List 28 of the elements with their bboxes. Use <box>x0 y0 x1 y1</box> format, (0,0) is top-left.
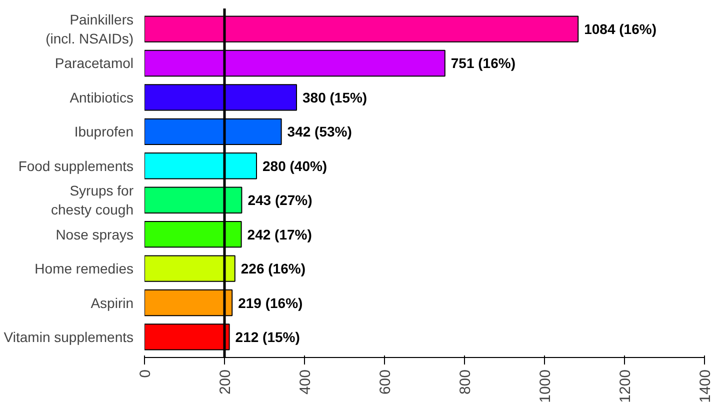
data-label: 751 (16%) <box>450 55 516 72</box>
data-label: 212 (15%) <box>235 328 300 345</box>
x-tick-label: 600 <box>377 369 394 395</box>
y-tick-label: Food supplements <box>18 158 134 174</box>
y-tick-label: Home remedies <box>34 260 134 277</box>
x-tick-label: 0 <box>137 370 154 378</box>
data-label: 242 (17%) <box>247 226 312 242</box>
data-label: 280 (40%) <box>262 158 328 174</box>
y-tick-label: Ibuprofen <box>74 124 134 140</box>
x-tick-label: 1400 <box>697 369 714 403</box>
x-tick-label: 400 <box>297 369 314 395</box>
y-tick-label: Antibiotics <box>70 89 134 106</box>
data-label: 243 (27%) <box>248 192 312 208</box>
data-label: 1084 (16%) <box>584 21 656 38</box>
y-tick-label: Nose sprays <box>56 226 134 242</box>
x-tick-label: 1200 <box>617 369 634 403</box>
data-label: 219 (16%) <box>238 294 303 311</box>
x-tick-label: 200 <box>217 369 234 395</box>
x-tick-label: 800 <box>457 369 474 395</box>
data-label: 342 (53%) <box>287 124 352 140</box>
y-tick-label: Syrups for chesty cough <box>51 182 134 218</box>
y-tick-label: Painkillers (incl. NSAIDs) <box>46 11 134 47</box>
y-tick-label: Paracetamol <box>54 55 134 72</box>
data-label: 226 (16%) <box>240 260 306 277</box>
y-tick-label: Aspirin <box>90 294 134 311</box>
data-label: 380 (15%) <box>302 89 368 106</box>
y-tick-label: Vitamin supplements <box>4 328 134 345</box>
x-tick-label: 1000 <box>537 369 554 403</box>
